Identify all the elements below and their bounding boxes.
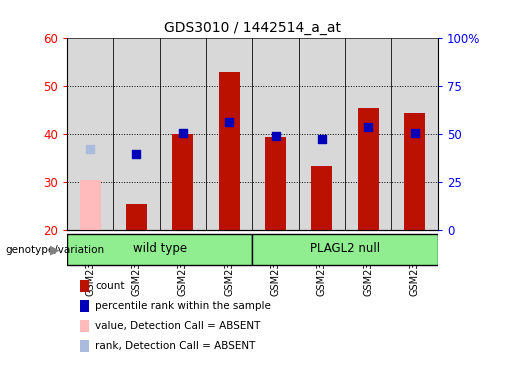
Text: percentile rank within the sample: percentile rank within the sample [95, 301, 271, 311]
Point [364, 124, 372, 130]
Text: count: count [95, 281, 125, 291]
Bar [299, 38, 345, 230]
Text: wild type: wild type [132, 242, 187, 255]
FancyBboxPatch shape [67, 234, 252, 265]
Point [318, 136, 326, 142]
Point [179, 130, 187, 136]
Bar [345, 38, 391, 230]
Bar [113, 38, 160, 230]
Text: PLAGL2 null: PLAGL2 null [310, 242, 380, 255]
Point [271, 133, 280, 139]
Point [410, 130, 419, 136]
Bar [219, 72, 239, 230]
Bar [252, 38, 299, 230]
Text: value, Detection Call = ABSENT: value, Detection Call = ABSENT [95, 321, 261, 331]
Text: ▶: ▶ [49, 244, 59, 257]
Point [132, 151, 141, 157]
Bar [80, 180, 100, 230]
Bar [67, 38, 113, 230]
Bar [404, 113, 425, 230]
FancyBboxPatch shape [252, 234, 438, 265]
Text: genotype/variation: genotype/variation [5, 245, 104, 255]
Text: rank, Detection Call = ABSENT: rank, Detection Call = ABSENT [95, 341, 255, 351]
Bar [206, 38, 252, 230]
Bar [265, 137, 286, 230]
Bar [160, 38, 206, 230]
Bar [358, 108, 379, 230]
Point [86, 146, 94, 152]
Bar [173, 134, 193, 230]
Point [225, 119, 233, 126]
Bar [126, 204, 147, 230]
Bar [391, 38, 438, 230]
Title: GDS3010 / 1442514_a_at: GDS3010 / 1442514_a_at [164, 21, 341, 35]
Bar [312, 166, 332, 230]
